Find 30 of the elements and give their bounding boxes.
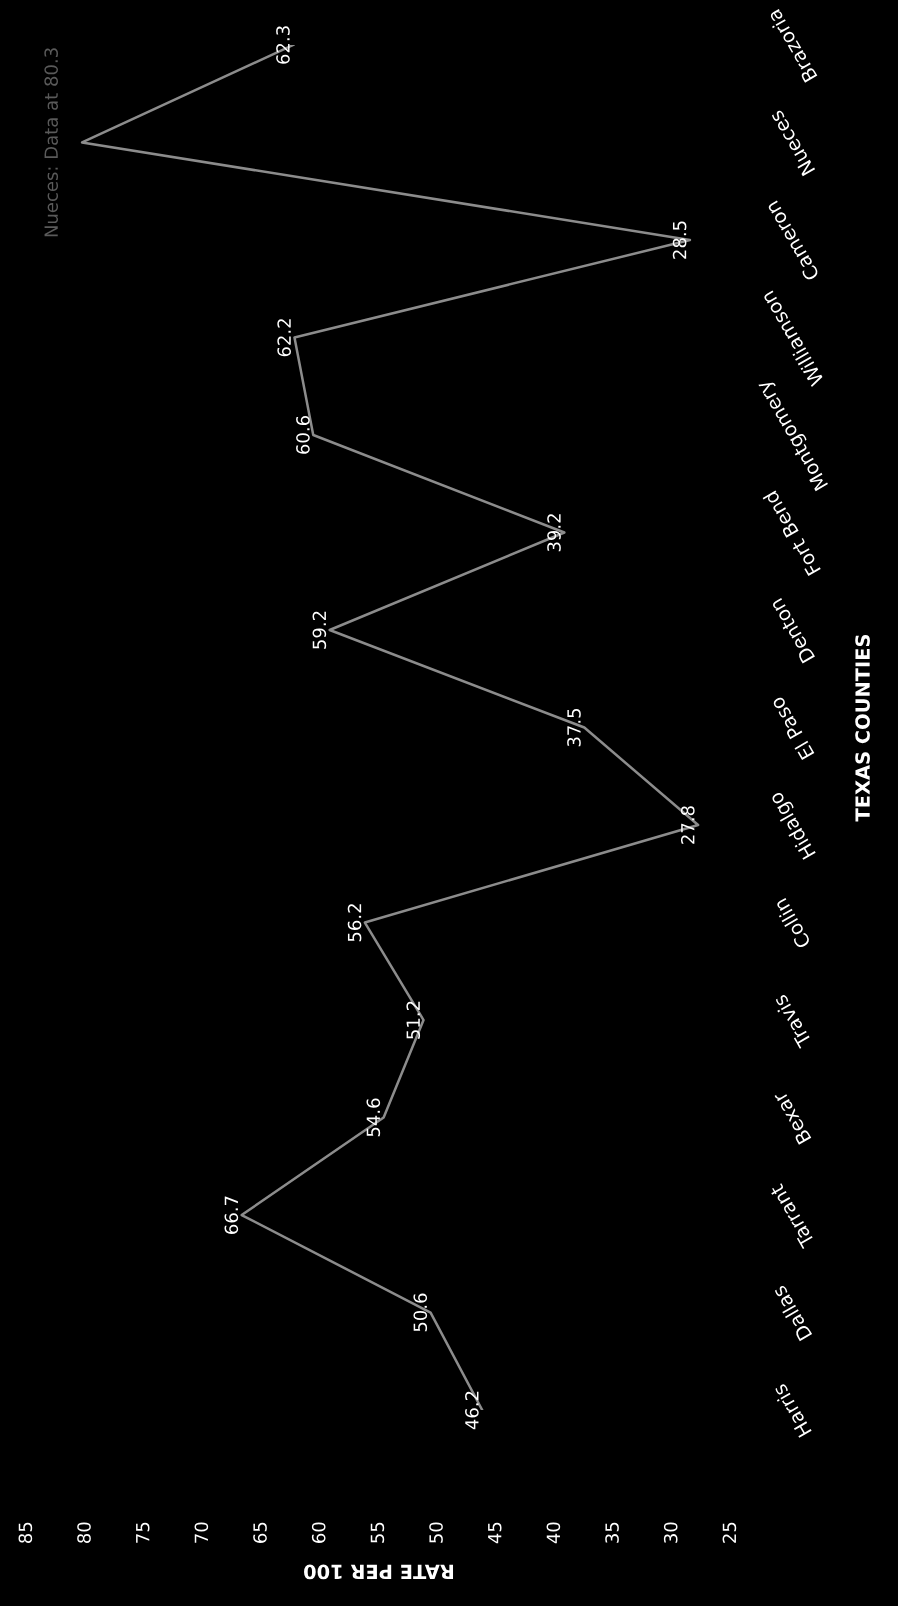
data-label: 60.6	[296, 416, 310, 454]
data-label: 28.5	[672, 221, 687, 259]
x-axis-title: RATE PER 100	[304, 1564, 454, 1580]
x-tick-label: 75	[136, 1522, 150, 1543]
data-label: 56.2	[347, 904, 362, 942]
x-tick-label: 50	[429, 1522, 443, 1543]
x-tick-label: 25	[722, 1522, 737, 1543]
data-label: 66.7	[224, 1196, 239, 1234]
data-label: 27.8	[680, 806, 695, 844]
data-label: 62.2	[277, 319, 291, 357]
x-tick-label: 80	[77, 1522, 91, 1543]
x-tick-label: 85	[18, 1522, 33, 1543]
x-tick-label: 35	[605, 1522, 619, 1543]
x-tick-label: 60	[311, 1522, 326, 1543]
data-label: 37.5	[567, 708, 581, 747]
y-axis-title: TEXAS COUNTIES	[855, 634, 870, 822]
x-tick-label: 55	[370, 1522, 385, 1543]
data-label: 54.6	[366, 1098, 381, 1137]
data-label: 46.2	[465, 1391, 479, 1430]
data-label: 51.2	[406, 1001, 421, 1039]
x-tick-label: 40	[546, 1522, 561, 1544]
data-label: 62.3	[276, 26, 290, 64]
data-label: 50.6	[413, 1293, 428, 1332]
annotation: Nueces: Data at 80.3	[44, 48, 58, 237]
x-tick-label: 30	[663, 1522, 678, 1543]
data-label: 39.2	[547, 514, 561, 552]
x-tick-label: 45	[488, 1522, 502, 1544]
data-label: 59.2	[312, 611, 327, 649]
x-tick-label: 65	[253, 1522, 267, 1543]
x-tick-label: 70	[194, 1522, 209, 1543]
